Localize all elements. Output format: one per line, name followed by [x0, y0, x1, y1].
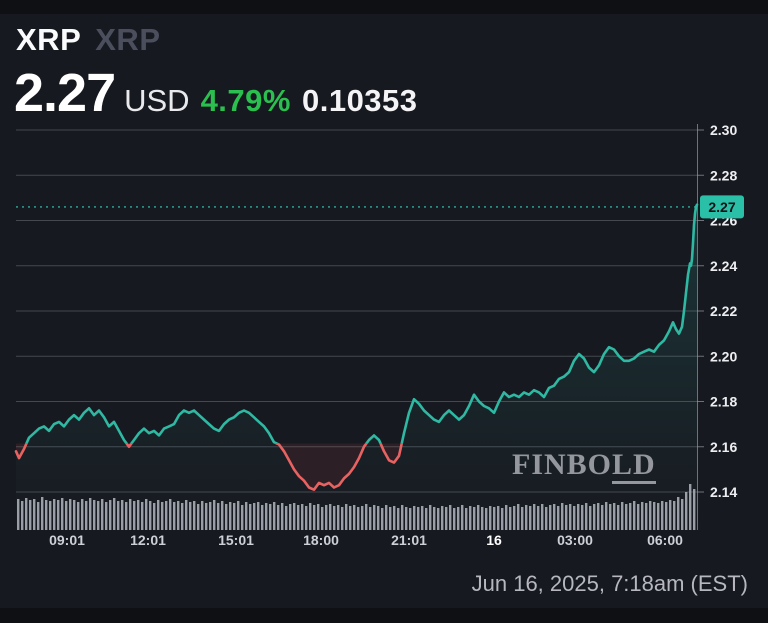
finbold-watermark: FINBOLD: [512, 448, 656, 484]
y-axis-labels: 2.302.282.262.242.222.202.182.162.14: [710, 122, 737, 500]
x-tick-label: 21:01: [391, 532, 427, 548]
x-tick-label: 03:00: [557, 532, 593, 548]
x-tick-label: 16: [486, 532, 502, 548]
change-absolute: 0.10353: [301, 83, 418, 118]
y-tick-label: 2.24: [710, 258, 737, 274]
y-tick-label: 2.18: [710, 394, 737, 410]
current-price-badge-label: 2.27: [708, 199, 735, 215]
y-tick-label: 2.30: [710, 122, 737, 138]
watermark-part2: LD: [612, 448, 656, 484]
x-tick-label: 09:01: [49, 532, 85, 548]
y-axis: [697, 124, 704, 530]
y-tick-label: 2.28: [710, 167, 737, 183]
x-tick-label: 12:01: [130, 532, 166, 548]
x-tick-label: 06:00: [647, 532, 683, 548]
price-line: [14, 203, 699, 530]
y-tick-label: 2.14: [710, 484, 737, 500]
asset-symbol: XRP: [16, 22, 82, 57]
asset-ticker: XRP: [95, 22, 161, 57]
y-tick-label: 2.16: [710, 439, 737, 455]
current-price: 2.27: [14, 63, 116, 123]
watermark-part1: FINBO: [512, 448, 613, 481]
currency-label: USD: [124, 83, 190, 118]
bottom-band: [0, 608, 768, 623]
y-tick-label: 2.22: [710, 303, 737, 319]
current-price-badge: 2.27: [700, 195, 744, 219]
x-axis-labels: 09:01 12:01 15:01 18:00 21:01 16 03:00 06:00: [49, 532, 683, 548]
x-tick-label: 18:00: [303, 532, 339, 548]
timestamp: Jun 16, 2025, 7:18am (EST): [471, 571, 748, 596]
price-header: 2.27 USD 4.79% 0.10353: [14, 66, 418, 120]
asset-header: XRP XRP: [16, 22, 161, 58]
top-band: [0, 0, 768, 14]
y-tick-label: 2.20: [710, 348, 737, 364]
x-tick-label: 15:01: [218, 532, 254, 548]
change-percent: 4.79%: [200, 83, 291, 118]
